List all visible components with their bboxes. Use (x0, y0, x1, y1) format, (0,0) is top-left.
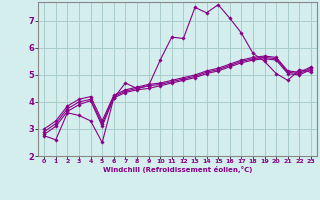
X-axis label: Windchill (Refroidissement éolien,°C): Windchill (Refroidissement éolien,°C) (103, 166, 252, 173)
